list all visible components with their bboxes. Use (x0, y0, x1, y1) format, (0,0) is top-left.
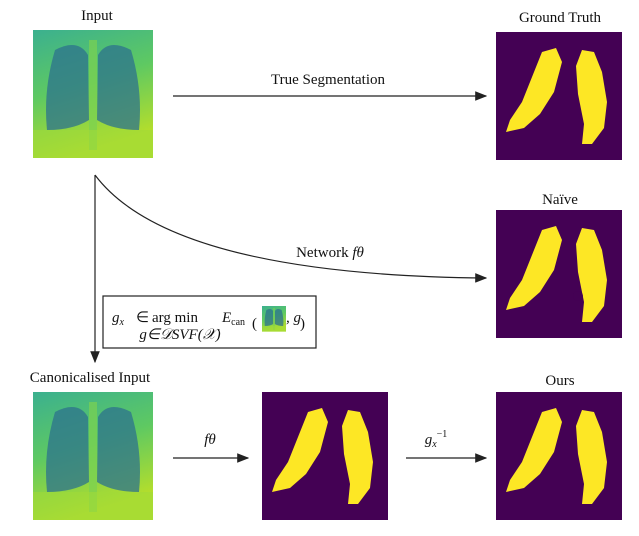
input-image (33, 30, 153, 158)
formula-open: ( (252, 316, 257, 332)
f-theta-label: fθ (204, 432, 216, 448)
naive-hole (573, 291, 583, 301)
canonicalised-label: Canonicalised Input (30, 370, 151, 386)
canonicalised-image (33, 392, 153, 520)
arrow-label: True Segmentation (271, 72, 386, 88)
formula-image (262, 306, 286, 332)
network-text: Network (296, 245, 349, 261)
naive-image (496, 210, 622, 338)
formula-argmin-sub: g∈𝒟SVF(𝒳) (139, 327, 220, 343)
formula-close: ) (300, 316, 305, 332)
formula-argmin: arg min (152, 310, 198, 326)
network-label: Network fθ (296, 245, 364, 261)
g-inverse-label: gx−1 (425, 429, 448, 450)
ground-truth-label: Ground Truth (519, 10, 602, 26)
ours-image (496, 392, 622, 520)
diagram: Input Ground Truth True Segmentation Naï… (0, 0, 639, 536)
canonical-segmentation (262, 392, 388, 520)
formula-member: ∈ (136, 310, 149, 326)
curved-arrow (95, 175, 486, 278)
naive-label: Naïve (542, 192, 578, 208)
ground-truth-image (496, 32, 622, 160)
input-label: Input (81, 8, 113, 24)
ours-label: Ours (545, 373, 574, 389)
network-symbol: fθ (352, 245, 364, 261)
